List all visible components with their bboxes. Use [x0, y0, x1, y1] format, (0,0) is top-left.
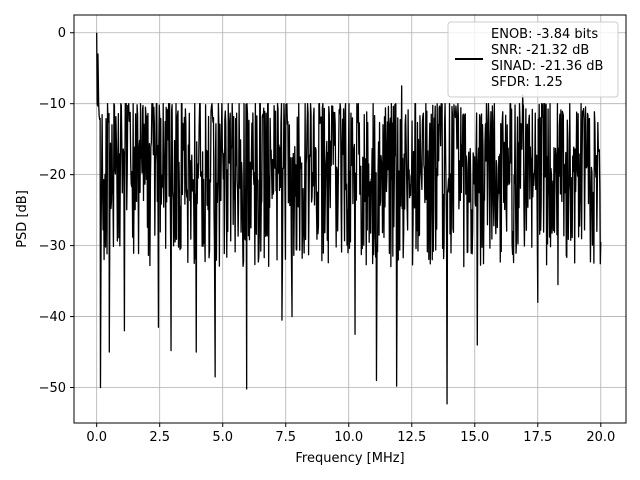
x-tick-label: 10.0 — [334, 430, 363, 445]
ticks: 0.0 2.5 5.0 7.5 10.0 12.5 15.0 17.5 20.0 0 −10 −20 −… — [39, 26, 616, 445]
psd-series-line — [96, 32, 602, 405]
x-tick-label: 17.5 — [523, 430, 552, 445]
x-tick-label: 20.0 — [586, 430, 615, 445]
axes-frame — [73, 14, 627, 424]
y-tick-label: −30 — [39, 239, 66, 254]
y-tick-label: −40 — [39, 310, 66, 325]
y-axis-label: PSD [dB] — [15, 190, 30, 248]
x-tick-label: 2.5 — [149, 430, 170, 445]
legend-line-enob: ENOB: -3.84 bits — [491, 27, 598, 42]
y-tick-label: −10 — [39, 97, 66, 112]
x-tick-label: 7.5 — [275, 430, 296, 445]
x-tick-label: 12.5 — [397, 430, 426, 445]
plot-area — [96, 32, 602, 405]
legend: ENOB: -3.84 bits SNR: -21.32 dB SINAD: -… — [447, 21, 619, 98]
x-tick-label: 5.0 — [212, 430, 233, 445]
y-tick-label: −20 — [39, 168, 66, 183]
legend-box — [447, 21, 619, 98]
x-tick-label: 0.0 — [86, 430, 107, 445]
x-axis-label: Frequency [MHz] — [295, 451, 404, 466]
legend-line-sinad: SINAD: -21.36 dB — [491, 59, 603, 74]
y-tick-label: −50 — [39, 381, 66, 396]
x-tick-label: 15.0 — [460, 430, 489, 445]
legend-line-sfdr: SFDR: 1.25 — [491, 75, 563, 90]
legend-line-snr: SNR: -21.32 dB — [491, 43, 589, 58]
y-tick-label: 0 — [58, 26, 66, 41]
